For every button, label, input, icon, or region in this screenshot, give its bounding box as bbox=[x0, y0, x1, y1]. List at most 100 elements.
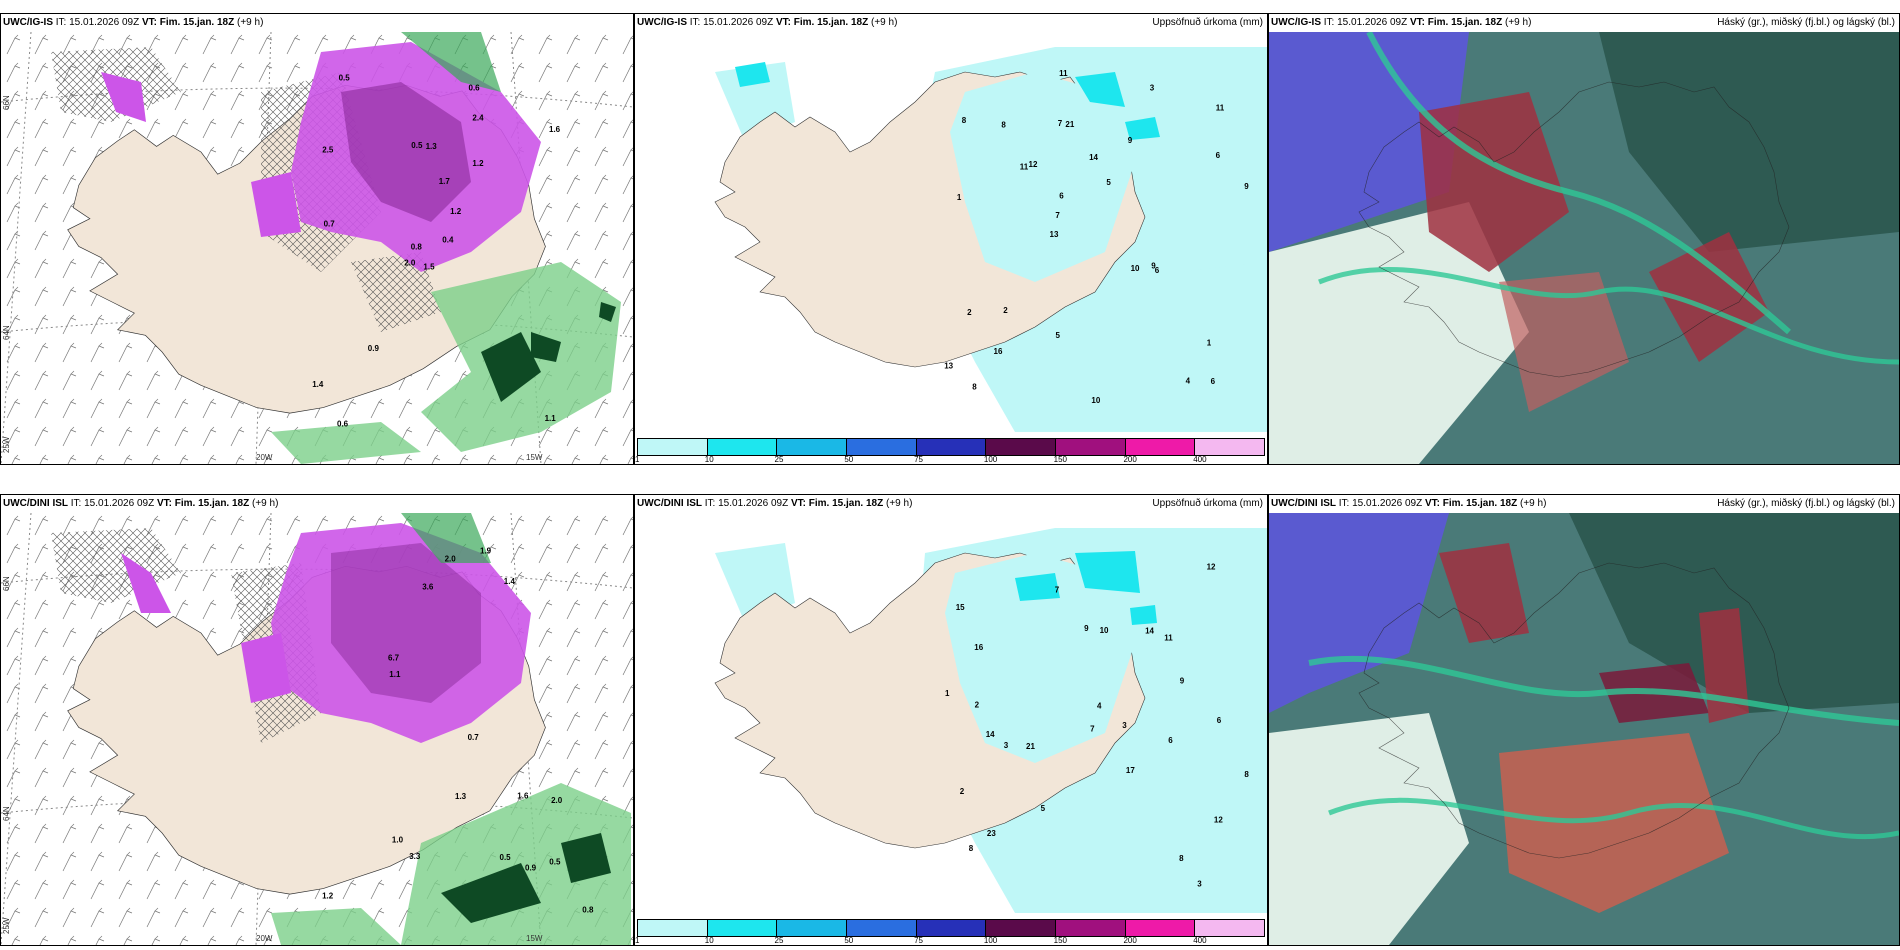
value-label: 6 bbox=[1155, 266, 1160, 275]
value-label: 0.9 bbox=[368, 344, 380, 353]
colorbar-segment bbox=[847, 439, 917, 455]
map-canvas bbox=[1269, 32, 1899, 464]
value-label: 2.0 bbox=[445, 555, 457, 564]
colorbar-segment bbox=[847, 920, 917, 936]
value-label: 1.6 bbox=[517, 792, 529, 801]
value-label: 10 bbox=[1091, 396, 1100, 405]
value-label: 9 bbox=[1128, 136, 1133, 145]
value-label: 0.5 bbox=[500, 853, 512, 862]
value-label: 8 bbox=[969, 844, 974, 853]
cloud-map-top: UWC/IG-IS IT: 15.01.2026 09Z VT: Fim. 15… bbox=[1268, 13, 1900, 465]
value-label: 2 bbox=[967, 308, 972, 317]
value-label: 6 bbox=[1059, 191, 1064, 200]
value-label: 1.7 bbox=[439, 177, 451, 186]
value-label: 7 bbox=[1058, 119, 1063, 128]
colorbar-tick-label: 1 bbox=[635, 936, 640, 945]
value-label: 1.3 bbox=[426, 142, 438, 151]
precip-title: Uppsöfnuð úrkoma (mm) bbox=[1152, 498, 1263, 509]
value-label: 1.1 bbox=[389, 670, 401, 679]
colorbar-segment bbox=[916, 439, 987, 455]
colorbar-tick-label: 200 bbox=[1123, 455, 1137, 464]
value-label: 7 bbox=[1090, 725, 1095, 734]
value-label: 21 bbox=[1065, 120, 1074, 129]
value-label: 0.9 bbox=[525, 864, 537, 873]
value-label: 4 bbox=[1186, 376, 1191, 385]
cloud-map-bottom: UWC/DINI ISL IT: 15.01.2026 09Z VT: Fim.… bbox=[1268, 494, 1900, 946]
snow-values: 1.5 2.5 0.8 1.4 1.2 0.9 0.6 1.3 2.4 0.4 0.5 1.1 0.7 1… bbox=[312, 74, 560, 429]
value-label: 14 bbox=[986, 730, 995, 739]
value-label: 11 bbox=[1059, 69, 1068, 78]
value-label: 15 bbox=[956, 603, 965, 612]
colorbar-segment bbox=[986, 920, 1057, 936]
value-label: 1.3 bbox=[455, 792, 467, 801]
value-label: 0.5 bbox=[411, 141, 423, 150]
colorbar-segment bbox=[638, 920, 708, 936]
snow-rain-map-bottom: UWC/DINI ISL IT: 15.01.2026 09Z VT: Fim.… bbox=[0, 494, 634, 946]
value-label: 14 bbox=[1145, 627, 1154, 636]
grid-label-lon: 20W bbox=[256, 453, 273, 462]
panel-header: UWC/DINI ISL IT: 15.01.2026 09Z VT: Fim.… bbox=[1271, 498, 1895, 509]
colorbar-tick-label: 150 bbox=[1053, 936, 1068, 945]
grid-label-lat: 66N bbox=[2, 576, 11, 591]
value-label: 12 bbox=[1214, 816, 1223, 825]
precip-map-bottom: UWC/DINI ISL IT: 15.01.2026 09Z VT: Fim.… bbox=[634, 494, 1268, 946]
value-label: 3 bbox=[1197, 880, 1202, 889]
value-label: 2.0 bbox=[551, 796, 563, 805]
colorbar bbox=[637, 919, 1265, 937]
colorbar-segment bbox=[1125, 439, 1196, 455]
value-label: 11 bbox=[1164, 634, 1173, 643]
value-label: 1.4 bbox=[312, 380, 324, 389]
colorbar-tick-label: 100 bbox=[983, 936, 998, 945]
value-label: 1.2 bbox=[472, 159, 484, 168]
value-label: 17 bbox=[1126, 766, 1135, 775]
value-label: 21 bbox=[1026, 742, 1035, 751]
colorbar-segment bbox=[1056, 920, 1126, 936]
colorbar-segment bbox=[1056, 439, 1126, 455]
value-label: 6 bbox=[1168, 736, 1173, 745]
value-label: 6.7 bbox=[388, 654, 400, 663]
value-label: 2 bbox=[960, 787, 965, 796]
snow-rain-map-top: UWC/IG-IS IT: 15.01.2026 09Z VT: Fim. 15… bbox=[0, 13, 634, 465]
value-label: 2 bbox=[975, 700, 980, 709]
grid-label-lon: 20W bbox=[256, 934, 273, 943]
value-label: 10 bbox=[1131, 264, 1140, 273]
precip-title: Uppsöfnuð úrkoma (mm) bbox=[1152, 17, 1263, 28]
grid-label-lon: 15W bbox=[526, 934, 543, 943]
value-label: 1.9 bbox=[480, 547, 492, 556]
panel-header: UWC/DINI ISL IT: 15.01.2026 09Z VT: Fim.… bbox=[3, 498, 279, 509]
colorbar-tick-label: 75 bbox=[914, 936, 924, 945]
grid-label-lat: 64N bbox=[2, 325, 11, 340]
value-label: 8 bbox=[1001, 120, 1006, 129]
value-label: 10 bbox=[1100, 626, 1109, 635]
colorbar-tick-label: 50 bbox=[844, 936, 854, 945]
colorbar-segment bbox=[707, 920, 778, 936]
value-label: 1 bbox=[957, 193, 962, 202]
panel-header: UWC/IG-IS IT: 15.01.2026 09Z VT: Fim. 15… bbox=[1271, 17, 1895, 28]
value-label: 0.5 bbox=[549, 858, 561, 867]
value-label: 3.3 bbox=[409, 852, 421, 861]
grid-label-lon: 15W bbox=[526, 453, 543, 462]
value-label: 1.0 bbox=[392, 835, 404, 844]
value-label: 8 bbox=[962, 116, 967, 125]
colorbar-segment bbox=[916, 920, 987, 936]
value-label: 0.7 bbox=[468, 733, 480, 742]
value-label: 13 bbox=[1050, 230, 1059, 239]
panel-header: UWC/IG-IS IT: 15.01.2026 09Z VT: Fim. 15… bbox=[3, 17, 264, 28]
colorbar-segment bbox=[777, 920, 848, 936]
value-label: 1 bbox=[1207, 339, 1212, 348]
value-label: 14 bbox=[1089, 153, 1098, 162]
value-label: 0.7 bbox=[324, 219, 336, 228]
value-label: 1.2 bbox=[322, 891, 334, 900]
value-label: 2.4 bbox=[472, 114, 484, 123]
value-label: 3.6 bbox=[422, 583, 434, 592]
grid-label-lat: 64N bbox=[2, 806, 11, 821]
value-label: 12 bbox=[1207, 562, 1216, 571]
colorbar-tick-label: 10 bbox=[704, 936, 714, 945]
colorbar-tick-label: 150 bbox=[1053, 455, 1068, 464]
colorbar-segment bbox=[1195, 439, 1265, 455]
value-label: 7 bbox=[1055, 211, 1060, 220]
value-label: 8 bbox=[1179, 854, 1184, 863]
value-label: 1 bbox=[945, 689, 950, 698]
precip-map-top: UWC/IG-IS IT: 15.01.2026 09Z VT: Fim. 15… bbox=[634, 13, 1268, 465]
